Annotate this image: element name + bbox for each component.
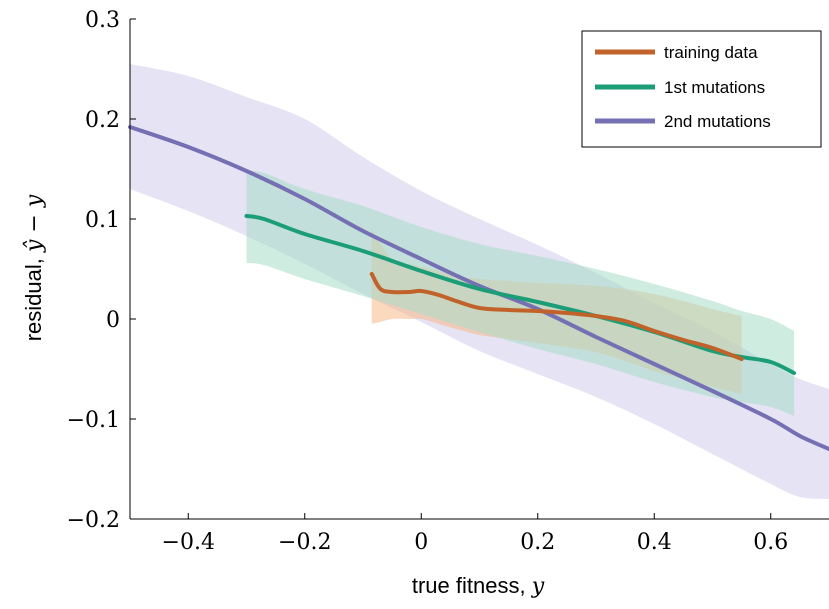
y-tick-label: 0: [106, 308, 120, 333]
ticks: −0.4 −0.2 0 0.2 0.4 0.6 −0.2 −0.1 0 0.1 0.2 0.3: [67, 8, 789, 555]
legend-label-training-data: training data: [664, 43, 758, 62]
y-tick-label: 0.2: [85, 108, 120, 133]
x-tick-label: 0: [414, 530, 428, 555]
axes: [129, 19, 829, 520]
x-tick-label: 0.2: [520, 530, 555, 555]
legend-label-1st-mutations: 1st mutations: [664, 78, 765, 97]
legend-entry-training-data: training data: [595, 43, 758, 62]
series-lines: [128, 125, 829, 451]
y-tick-label: −0.2: [67, 508, 120, 533]
x-tick-label: 0.6: [753, 530, 788, 555]
legend: training data 1st mutations 2nd mutation…: [581, 30, 822, 148]
band-1st-mutations: [246, 170, 795, 416]
x-tick-label: 0.4: [637, 530, 672, 555]
y-axis-label: residual, ŷ − y: [21, 194, 47, 341]
legend-entry-2nd-mutations: 2nd mutations: [595, 112, 771, 131]
line-training-data: [369, 272, 744, 361]
x-tick-label: −0.4: [162, 530, 215, 555]
x-axis-label: true fitness, y: [412, 573, 545, 599]
y-tick-label: 0.1: [85, 208, 120, 233]
legend-label-2nd-mutations: 2nd mutations: [664, 112, 771, 131]
y-tick-label: −0.1: [67, 408, 120, 433]
legend-entry-1st-mutations: 1st mutations: [595, 78, 765, 97]
y-tick-label: 0.3: [85, 8, 120, 33]
x-tick-label: −0.2: [278, 530, 331, 555]
